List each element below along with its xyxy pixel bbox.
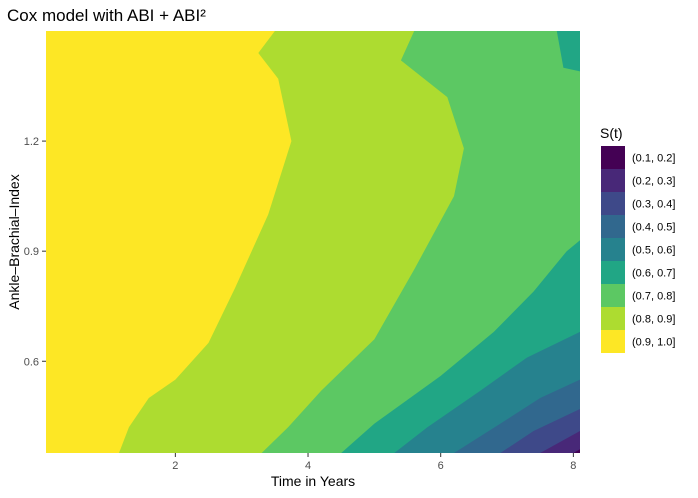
axes: 2 4 6 8 0.6 0.9 1.2 xyxy=(24,136,577,472)
y-tick-label: 0.6 xyxy=(24,356,39,368)
y-axis-title: Ankle–Brachial–Index xyxy=(6,174,22,309)
legend-label: (0.4, 0.5] xyxy=(632,222,675,234)
contour-region-below-0.7 xyxy=(556,31,580,72)
legend: S(t) (0.1, 0.2] (0.2, 0.3] (0.3, 0.4] (0.4,… xyxy=(600,125,675,353)
legend-label: (0.3, 0.4] xyxy=(632,199,675,211)
contour-region-below-0.4 xyxy=(500,409,580,453)
legend-key xyxy=(601,146,625,169)
legend-key xyxy=(601,284,625,307)
legend-key xyxy=(601,330,625,353)
legend-key xyxy=(601,307,625,330)
x-tick-label: 6 xyxy=(438,460,444,472)
legend-key xyxy=(601,169,625,192)
legend-label: (0.2, 0.3] xyxy=(632,176,675,188)
plot-area xyxy=(46,31,580,453)
x-tick-label: 2 xyxy=(172,460,178,472)
legend-key xyxy=(601,238,625,261)
legend-key xyxy=(601,215,625,238)
chart-title: Cox model with ABI + ABI² xyxy=(7,6,206,25)
legend-label: (0.6, 0.7] xyxy=(632,268,675,280)
legend-label: (0.7, 0.8] xyxy=(632,291,675,303)
y-tick-label: 1.2 xyxy=(24,136,39,148)
legend-label: (0.1, 0.2] xyxy=(632,153,675,165)
legend-key xyxy=(601,261,625,284)
contour-region-below-0.2 xyxy=(573,449,580,453)
legend-label: (0.5, 0.6] xyxy=(632,245,675,257)
x-tick-label: 8 xyxy=(570,460,576,472)
legend-label: (0.9, 1.0] xyxy=(632,337,675,349)
x-tick-label: 4 xyxy=(305,460,311,472)
y-tick-label: 0.9 xyxy=(24,246,39,258)
legend-label: (0.8, 0.9] xyxy=(632,314,675,326)
legend-title: S(t) xyxy=(600,125,623,141)
contour-region-below-0.3 xyxy=(540,431,580,453)
x-axis-title: Time in Years xyxy=(271,473,355,489)
legend-key xyxy=(601,192,625,215)
